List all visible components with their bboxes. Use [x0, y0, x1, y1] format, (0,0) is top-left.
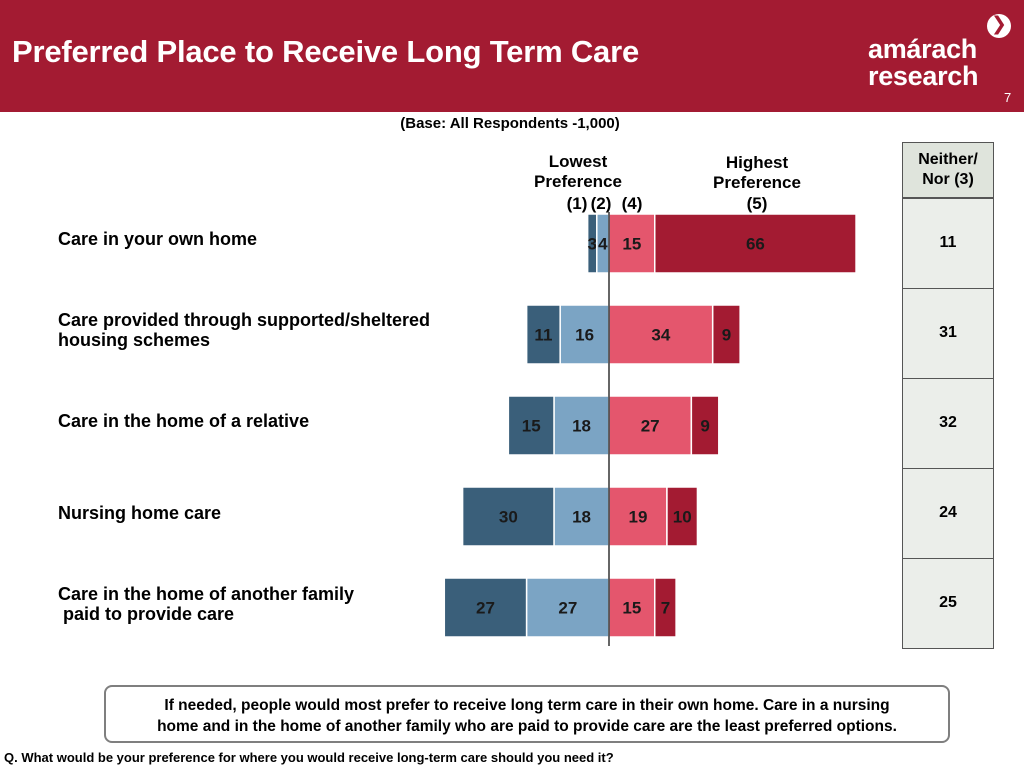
bar-segment: [654, 213, 857, 274]
bar-value-label: 15: [522, 417, 541, 436]
amarach-logo: ❯ amárach research: [868, 14, 1018, 98]
bars: 3 4 15 66 11 16 34 9 15 18 27 9 30 18 19 10 27 27 15 7: [443, 213, 857, 638]
bar-value-label: 27: [641, 417, 660, 436]
legend: Lowest Preference (1) (2) (4) Highest Pref…: [534, 152, 801, 213]
neither-nor-cell: 32: [902, 378, 994, 469]
header-banner: Preferred Place to Receive Long Term Car…: [0, 0, 1024, 112]
summary-callout: If needed, people would most prefer to r…: [104, 685, 950, 743]
legend-code-5: (5): [747, 194, 768, 213]
category-label: Care provided through supported/sheltere…: [58, 310, 431, 350]
bar-segment: [666, 486, 699, 547]
bar-value-label: 18: [572, 508, 591, 527]
bar-value-label: 18: [572, 417, 591, 436]
bar-segment: [559, 304, 610, 365]
bar-value-label: 15: [622, 599, 641, 618]
bar-value-label: 16: [575, 326, 594, 345]
chevron-logo-icon: ❯: [987, 14, 1011, 38]
category-label: Nursing home care: [58, 503, 222, 523]
neither-nor-cell: 25: [902, 558, 994, 649]
page-number: 7: [1004, 90, 1012, 105]
bar-value-label: 11: [534, 326, 552, 345]
legend-lowest-preference: Lowest Preference: [534, 152, 622, 191]
bar-segment: [608, 486, 668, 547]
bar-segment: [608, 395, 693, 456]
neither-nor-cell: 31: [902, 288, 994, 379]
bar-value-label: 27: [476, 599, 495, 618]
neither-nor-header: Neither/ Nor (3): [902, 142, 994, 198]
bar-value-label: 10: [673, 508, 692, 527]
bar-value-label: 4: [598, 235, 608, 254]
bar-segment: [608, 213, 656, 274]
bar-value-label: 30: [499, 508, 518, 527]
bar-segment: [507, 395, 555, 456]
bar-segment: [690, 395, 720, 456]
bar-value-label: 34: [651, 326, 670, 345]
legend-code-2: (2): [591, 194, 612, 213]
bar-value-label: 27: [558, 599, 577, 618]
bar-value-label: 66: [746, 235, 765, 254]
summary-text: If needed, people would most prefer to r…: [157, 697, 897, 735]
legend-code-1: (1): [567, 194, 588, 213]
category-label: Care in your own home: [58, 229, 258, 249]
legend-code-4: (4): [622, 194, 643, 213]
legend-highest-preference: Highest Preference: [713, 153, 801, 192]
bar-segment: [608, 304, 714, 365]
page-title: Preferred Place to Receive Long Term Car…: [12, 34, 639, 69]
bar-segment: [608, 577, 656, 638]
bar-value-label: 9: [722, 326, 731, 345]
logo-text: amárach research: [868, 34, 979, 91]
bar-value-label: 7: [661, 599, 670, 618]
category-label: Care in the home of another family paid …: [58, 584, 355, 624]
bar-segment: [654, 577, 677, 638]
survey-question: Q. What would be your preference for whe…: [4, 750, 614, 765]
bar-segment: [553, 395, 610, 456]
bar-value-label: 15: [622, 235, 641, 254]
base-note: (Base: All Respondents -1,000): [400, 115, 620, 132]
bar-segment: [525, 304, 561, 365]
bar-value-label: 9: [700, 417, 709, 436]
neither-nor-cell: 24: [902, 468, 994, 559]
bar-value-label: 19: [629, 508, 648, 527]
bar-segment: [711, 304, 741, 365]
category-label: Care in the home of a relative: [58, 411, 310, 431]
bar-value-label: 3: [587, 235, 596, 254]
neither-nor-cell: 11: [902, 198, 994, 289]
